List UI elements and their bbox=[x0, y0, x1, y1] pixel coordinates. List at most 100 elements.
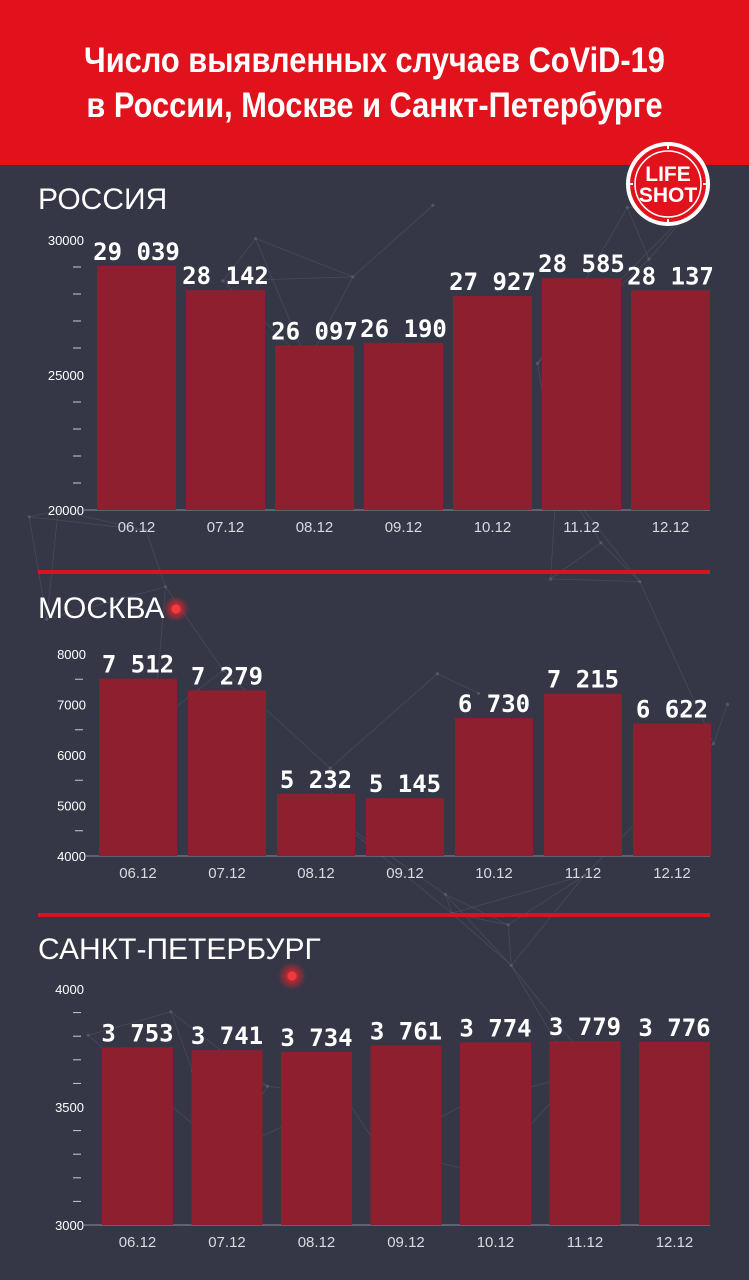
bar-value-label: 29 039 bbox=[93, 238, 180, 266]
section-title-spb: САНКТ-ПЕТЕРБУРГ bbox=[38, 933, 321, 966]
network-node bbox=[583, 873, 587, 877]
location-pin-spb bbox=[278, 962, 306, 990]
bar-value-label: 28 137 bbox=[627, 262, 714, 290]
network-node bbox=[45, 617, 49, 621]
network-line bbox=[437, 673, 479, 694]
x-tick-label: 10.12 bbox=[475, 865, 513, 882]
bar-09.12 bbox=[370, 1045, 442, 1225]
chart-spb: 4000 3500 3000 3 753 06.12 3 741 07.12 3 734 08.… bbox=[55, 982, 711, 1251]
y-tick-label: 3000 bbox=[55, 1218, 84, 1233]
network-node bbox=[435, 672, 439, 676]
network-node bbox=[351, 275, 355, 279]
y-tick-label: 8000 bbox=[57, 647, 86, 662]
network-line bbox=[639, 581, 714, 744]
bar-value-label: 3 774 bbox=[459, 1014, 531, 1042]
section-title-moscow: МОСКВА bbox=[38, 592, 165, 625]
x-tick-label: 09.12 bbox=[386, 865, 424, 882]
bar-value-label: 3 776 bbox=[638, 1014, 710, 1042]
bar-value-label: 7 215 bbox=[547, 666, 619, 694]
network-line bbox=[626, 207, 650, 260]
network-line bbox=[46, 586, 166, 620]
section-divider-1 bbox=[38, 570, 710, 574]
bar-10.12 bbox=[455, 718, 533, 856]
network-line bbox=[46, 510, 59, 620]
section-divider-2 bbox=[38, 913, 710, 917]
location-pin-moscow bbox=[163, 596, 189, 622]
network-node bbox=[549, 577, 553, 581]
y-tick-label: 4000 bbox=[55, 982, 84, 997]
network-line bbox=[58, 510, 146, 531]
bar-11.12 bbox=[544, 693, 622, 856]
x-tick-label: 10.12 bbox=[474, 519, 512, 536]
network-line bbox=[600, 542, 641, 582]
x-tick-label: 09.12 bbox=[387, 1234, 425, 1251]
network-line bbox=[255, 238, 308, 364]
network-node bbox=[725, 702, 730, 707]
x-tick-label: 08.12 bbox=[298, 1234, 336, 1251]
network-node bbox=[712, 742, 716, 746]
network-node bbox=[265, 1084, 270, 1088]
network-line bbox=[352, 205, 434, 278]
x-tick-label: 09.12 bbox=[385, 519, 423, 536]
network-line bbox=[445, 894, 512, 966]
bar-11.12 bbox=[542, 278, 621, 510]
network-line bbox=[29, 516, 146, 531]
network-node bbox=[328, 766, 332, 770]
bar-value-label: 5 232 bbox=[280, 766, 352, 794]
x-tick-label: 07.12 bbox=[208, 865, 246, 882]
y-tick-label: 25000 bbox=[48, 368, 84, 383]
bar-value-label: 26 097 bbox=[271, 317, 358, 345]
network-node bbox=[509, 963, 513, 968]
network-node bbox=[254, 236, 258, 241]
bar-07.12 bbox=[188, 690, 266, 856]
network-node bbox=[647, 257, 651, 261]
title-line-2: в России, Москве и Санкт-Петербурге bbox=[86, 86, 663, 125]
y-tick-label: 3500 bbox=[55, 1100, 84, 1115]
x-tick-label: 11.12 bbox=[565, 865, 601, 882]
logo-line-1: LIFE bbox=[645, 163, 691, 186]
bar-value-label: 3 741 bbox=[191, 1022, 263, 1050]
network-line bbox=[329, 673, 438, 769]
x-tick-label: 10.12 bbox=[477, 1234, 515, 1251]
bar-value-label: 26 190 bbox=[360, 315, 447, 343]
bar-09.12 bbox=[364, 342, 443, 510]
network-node bbox=[86, 1033, 90, 1037]
network-line bbox=[222, 238, 256, 282]
network-line bbox=[29, 510, 59, 518]
bar-value-label: 27 927 bbox=[449, 268, 536, 296]
bar-07.12 bbox=[186, 290, 265, 510]
bar-06.12 bbox=[99, 678, 177, 856]
x-tick-label: 06.12 bbox=[119, 1234, 157, 1251]
network-line bbox=[507, 924, 512, 966]
network-line bbox=[222, 276, 353, 282]
x-tick-label: 07.12 bbox=[208, 1234, 246, 1251]
network-line bbox=[87, 1011, 172, 1036]
x-tick-label: 11.12 bbox=[563, 519, 599, 536]
network-node bbox=[221, 279, 225, 283]
bar-10.12 bbox=[460, 1042, 531, 1225]
bar-value-label: 28 142 bbox=[182, 262, 269, 290]
network-line bbox=[28, 516, 48, 620]
network-node bbox=[163, 585, 168, 589]
network-node bbox=[221, 668, 225, 672]
bar-value-label: 6 730 bbox=[458, 690, 530, 718]
chart-russia: 30000 25000 20000 29 039 06.12 28 142 07.12 26 … bbox=[48, 233, 714, 536]
x-tick-label: 06.12 bbox=[118, 519, 156, 536]
network-node bbox=[443, 892, 447, 897]
x-tick-label: 12.12 bbox=[653, 865, 691, 882]
network-line bbox=[451, 912, 512, 966]
network-line bbox=[451, 874, 585, 914]
network-node bbox=[477, 691, 481, 695]
bar-08.12 bbox=[277, 793, 355, 856]
network-node bbox=[144, 528, 148, 532]
header-banner: Число выявленных случаев CoViD-19 в Росс… bbox=[0, 0, 749, 165]
y-tick-label: 7000 bbox=[57, 698, 86, 713]
bar-value-label: 28 585 bbox=[538, 250, 625, 278]
bar-10.12 bbox=[453, 295, 532, 510]
x-tick-label: 06.12 bbox=[119, 865, 157, 882]
network-line bbox=[445, 894, 509, 926]
y-tick-label: 6000 bbox=[57, 748, 86, 763]
network-line bbox=[510, 965, 575, 1045]
network-node bbox=[625, 205, 629, 209]
